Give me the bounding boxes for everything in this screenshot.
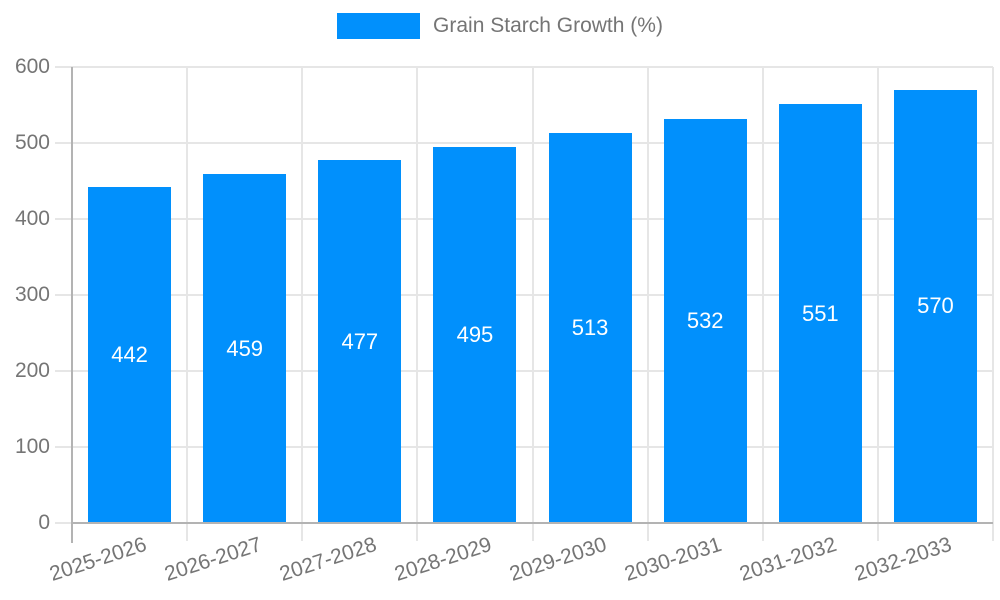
- x-axis-line: [71, 522, 993, 524]
- gridline-horizontal: [55, 218, 993, 220]
- bar[interactable]: [893, 89, 977, 523]
- bar-value-label: 570: [917, 293, 954, 319]
- y-axis-tick-label: 600: [14, 55, 50, 78]
- y-axis-tick-label: 500: [14, 131, 50, 154]
- gridline-vertical: [646, 67, 649, 541]
- bar-value-label: 532: [686, 307, 724, 333]
- bar[interactable]: [778, 104, 862, 523]
- gridline-vertical: [761, 67, 764, 541]
- gridline-vertical: [186, 67, 189, 541]
- bar-value-label: 551: [801, 300, 839, 326]
- gridline-vertical: [876, 67, 879, 541]
- bar-value-label: 477: [341, 328, 379, 354]
- gridline-horizontal: [55, 142, 993, 144]
- bar[interactable]: [88, 187, 172, 523]
- gridline-vertical: [531, 67, 534, 541]
- legend-series-label[interactable]: Grain Starch Growth (%): [433, 14, 663, 37]
- y-axis-line: [71, 67, 73, 543]
- bar[interactable]: [548, 133, 632, 523]
- bar-value-label: 513: [571, 315, 609, 341]
- y-axis-tick-label: 200: [14, 359, 50, 382]
- gridline-horizontal: [55, 66, 993, 68]
- y-axis-tick-label: 400: [14, 207, 50, 230]
- bar-value-label: 495: [456, 321, 494, 347]
- bar[interactable]: [318, 160, 402, 523]
- gridline-horizontal: [55, 446, 993, 448]
- gridline-vertical: [416, 67, 419, 541]
- gridline-vertical: [301, 67, 304, 541]
- gridline-horizontal: [55, 370, 993, 372]
- bar[interactable]: [433, 146, 517, 523]
- bar-value-label: 459: [226, 335, 264, 361]
- gridline-horizontal: [55, 294, 993, 296]
- y-axis-tick-label: 300: [14, 283, 50, 306]
- bar-value-label: 442: [111, 342, 148, 368]
- bar[interactable]: [663, 118, 747, 523]
- gridline-vertical: [992, 67, 994, 541]
- y-axis-tick-label: 0: [38, 511, 50, 534]
- y-axis-tick-label: 100: [14, 435, 50, 458]
- legend: Grain Starch Growth (%): [0, 13, 1000, 39]
- legend-swatch[interactable]: [337, 13, 421, 39]
- bar[interactable]: [203, 174, 287, 523]
